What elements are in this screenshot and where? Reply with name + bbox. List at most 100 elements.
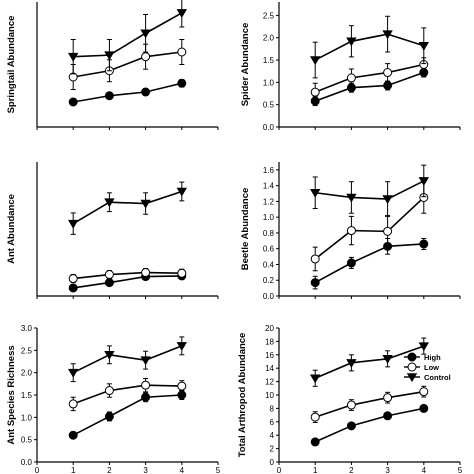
series-line xyxy=(72,190,183,225)
y-tick-label: 3.0 xyxy=(21,324,33,333)
y-tick-label: 1.5 xyxy=(263,56,275,65)
y-tick-label: 2 xyxy=(270,445,275,454)
data-point xyxy=(140,356,151,366)
series-control xyxy=(68,0,187,75)
y-tick-label: 2.0 xyxy=(21,369,33,378)
data-point xyxy=(177,390,187,400)
series-line xyxy=(73,82,182,103)
x-tick-label: 1 xyxy=(313,466,318,474)
legend-label: High xyxy=(424,353,441,362)
series-line xyxy=(315,180,425,200)
data-point xyxy=(176,9,187,19)
x-tick-label: 2 xyxy=(349,466,354,474)
data-point xyxy=(310,374,321,384)
data-point xyxy=(177,78,187,88)
y-tick-label: 16 xyxy=(265,351,274,360)
series-line xyxy=(314,63,424,93)
data-point xyxy=(104,51,115,61)
data-point xyxy=(419,403,429,413)
x-tick-label: 4 xyxy=(422,466,427,474)
data-point xyxy=(310,254,320,264)
data-point xyxy=(141,380,151,390)
y-axis-title: Spider Abundance xyxy=(240,23,251,107)
data-point xyxy=(68,368,79,378)
data-point xyxy=(141,268,151,278)
series-line xyxy=(314,71,425,102)
data-point xyxy=(104,198,115,208)
y-axis-title: Total Arthropod Abundance xyxy=(237,333,248,458)
y-tick-label: 0.5 xyxy=(263,101,275,110)
y-tick-label: 0.6 xyxy=(263,245,275,254)
data-point xyxy=(383,411,393,421)
data-point xyxy=(346,421,356,431)
legend-marker xyxy=(407,352,417,362)
data-point xyxy=(418,177,429,186)
data-point xyxy=(346,359,357,368)
data-point xyxy=(382,195,393,205)
x-tick-label: 3 xyxy=(385,466,390,474)
y-tick-label: 14 xyxy=(265,364,274,373)
data-point xyxy=(68,274,78,284)
data-point xyxy=(310,87,320,97)
data-point xyxy=(104,278,114,288)
y-tick-label: 0 xyxy=(270,458,275,467)
series-line xyxy=(314,345,425,379)
series-line xyxy=(314,243,424,284)
data-point xyxy=(419,239,429,249)
series-low xyxy=(310,385,429,423)
series-control xyxy=(68,181,187,235)
series-line xyxy=(73,12,183,58)
y-tick-label: 0.4 xyxy=(263,260,275,269)
y-tick-label: 0.2 xyxy=(263,276,275,285)
series-low xyxy=(68,377,187,412)
y-tick-label: 12 xyxy=(265,378,274,387)
panel-total-arthropod-abundance: 0 2 4 6 8 10 12 14 16 18 20 Total Arthropod Abundan… xyxy=(237,324,461,467)
data-point xyxy=(104,91,114,101)
x-tick-label: 0 xyxy=(277,466,282,474)
series-line xyxy=(73,51,182,78)
data-point xyxy=(68,219,79,229)
x-tick-label: 4 xyxy=(180,466,185,474)
legend-marker xyxy=(406,373,418,383)
data-point xyxy=(346,400,356,410)
y-tick-label: 8 xyxy=(270,404,275,413)
y-tick-label: 1.4 xyxy=(263,182,275,191)
y-tick-label: 6 xyxy=(270,418,275,427)
data-point xyxy=(418,41,429,51)
y-tick-label: 2.5 xyxy=(263,11,275,20)
y-axis-title: Ant Abundance xyxy=(6,194,17,264)
data-point xyxy=(177,47,187,57)
panel-springtail-abundance: Springtail Abundance xyxy=(6,0,219,130)
y-tick-label: 1.0 xyxy=(263,78,275,87)
y-tick-label: 10 xyxy=(265,391,274,400)
panel-ant-abundance: Ant Abundance xyxy=(6,162,219,299)
series-line xyxy=(314,33,425,61)
data-point xyxy=(68,52,79,62)
y-tick-label: 20 xyxy=(265,324,274,333)
series-line xyxy=(72,345,183,374)
x-tick-label: 3 xyxy=(143,466,148,474)
series-low xyxy=(310,57,429,102)
series-line xyxy=(314,196,425,260)
x-tick-label: 5 xyxy=(216,466,221,474)
y-tick-label: 0.0 xyxy=(263,292,275,301)
series-high xyxy=(310,237,429,290)
series-line xyxy=(72,384,182,405)
y-tick-label: 0.5 xyxy=(21,436,33,445)
legend-label: Control xyxy=(424,373,451,382)
data-point xyxy=(68,430,78,440)
y-tick-label: 0.0 xyxy=(263,123,275,132)
series-line xyxy=(73,271,182,280)
series-high xyxy=(68,271,187,293)
y-tick-label: 4 xyxy=(270,431,275,440)
legend-item-high: High xyxy=(404,352,441,362)
y-tick-label: 2.5 xyxy=(21,346,33,355)
data-point xyxy=(140,199,151,209)
x-tick-label: 0 xyxy=(35,466,40,474)
series-control xyxy=(310,337,429,387)
legend-label: Low xyxy=(424,363,439,372)
series-control xyxy=(310,15,429,79)
data-point xyxy=(346,73,356,83)
